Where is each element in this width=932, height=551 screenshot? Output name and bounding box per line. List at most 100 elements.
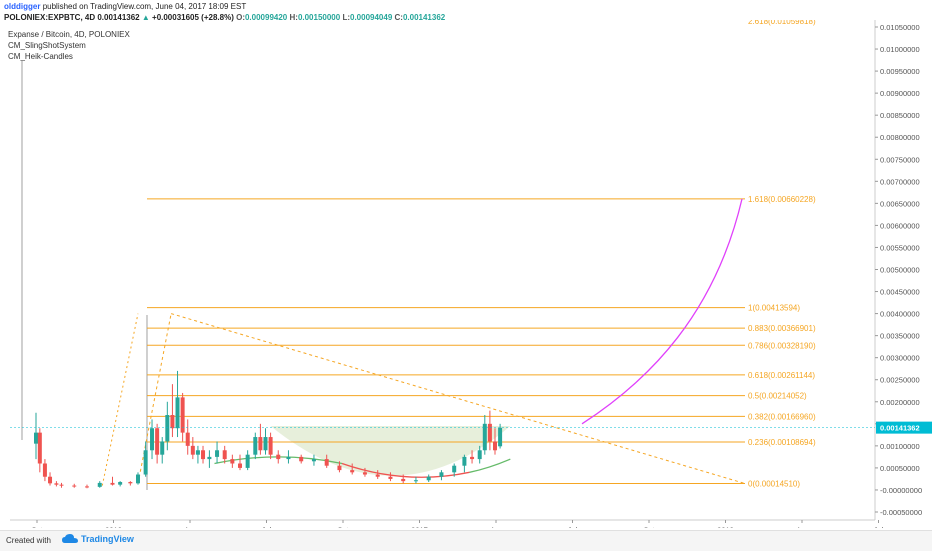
ohlc-line: POLONIEX:EXPBTC, 4D 0.00141362 ▲ +0.0003… (4, 13, 445, 22)
symbol-label: POLONIEX:EXPBTC, 4D (4, 13, 96, 22)
high-value: 0.00150000 (297, 13, 341, 22)
footer: Created with TradingView (0, 530, 932, 551)
candle-body-20 (180, 397, 185, 433)
indicator-slingshot[interactable]: CM_SlingShotSystem (8, 41, 86, 50)
fib-label-top: 2.618(0.01059818) (748, 20, 816, 26)
x-tick-label-3: Jul (262, 526, 272, 528)
candle-body-42 (362, 472, 367, 475)
candle-body-1 (37, 432, 42, 464)
x-tick-label-7: Jul (568, 526, 578, 528)
candle-body-25 (207, 456, 212, 460)
candle-body-51 (470, 456, 475, 460)
y-tick-label-8: 0.00650000 (880, 199, 920, 208)
price-chart[interactable]: 1.618(0.00660228) 1(0.00413594) 0.883(0.00… (0, 20, 932, 528)
candle-body-12 (136, 474, 140, 484)
x-tick-label-9: 2018 (717, 526, 734, 528)
current-price-label: 0.00141362 (880, 424, 920, 433)
x-tick-label-6: Apr (490, 526, 502, 528)
candle-body-55 (493, 441, 497, 451)
candle-body-29 (238, 463, 242, 468)
fib-label-6: 0.382(0.00166960) (748, 412, 816, 421)
candle-body-22 (190, 445, 195, 455)
candle-body-24 (201, 450, 206, 460)
candle-body-28 (230, 459, 235, 464)
candle-body-39 (324, 459, 329, 466)
price-change: +0.00031605 (+28.8%) (152, 13, 234, 22)
fib-label-7: 0.236(0.00108694) (748, 438, 816, 447)
candle-body-13 (143, 450, 148, 475)
y-tick-label-22: -0.00050000 (880, 508, 922, 517)
close-label: C: (394, 13, 403, 22)
y-tick-label-13: 0.00400000 (880, 310, 920, 319)
high-label: H: (289, 13, 298, 22)
y-tick-label-6: 0.00750000 (880, 155, 920, 164)
indicator-symbol[interactable]: Expanse / Bitcoin, 4D, POLONIEX (8, 30, 130, 39)
candle-body-5 (59, 484, 64, 486)
cloud-icon (62, 534, 78, 543)
impulse-line (101, 313, 139, 486)
candle-body-2 (42, 463, 47, 477)
y-tick-label-5: 0.00800000 (880, 133, 920, 142)
candle-body-32 (258, 437, 263, 451)
chart-header: olddigger published on TradingView.com, … (0, 0, 932, 24)
candle-body-52 (477, 450, 482, 460)
y-tick-label-4: 0.00850000 (880, 111, 920, 120)
fib-trend-line (137, 313, 172, 484)
x-tick-label-0: Oct (31, 526, 44, 528)
current-price-tag (876, 421, 932, 434)
candle-body-35 (276, 454, 281, 460)
brand-name: TradingView (81, 534, 134, 544)
candle-body-11 (128, 482, 133, 484)
y-tick-label-15: 0.00300000 (880, 354, 920, 363)
low-label: L: (342, 13, 350, 22)
x-tick-label-10: Apr (796, 526, 808, 528)
y-tick-label-9: 0.00600000 (880, 221, 920, 230)
fib-label-4: 0.618(0.00261144) (748, 371, 815, 380)
candle-body-43 (375, 474, 380, 477)
candle-body-50 (462, 456, 467, 466)
y-tick-label-2: 0.00950000 (880, 67, 920, 76)
slingshot-ema-slow (341, 462, 470, 478)
publish-info: published on TradingView.com, June 04, 2… (42, 2, 247, 11)
candle-body-27 (222, 450, 227, 460)
up-arrow-icon: ▲ (141, 13, 150, 22)
candle-body-56 (498, 427, 503, 447)
x-tick-label-2: Apr (184, 526, 196, 528)
open-value: 0.00099420 (244, 13, 288, 22)
candle-body-49 (452, 465, 457, 473)
candle-body-40 (337, 465, 342, 471)
candle-body-34 (268, 437, 273, 455)
y-tick-label-10: 0.00550000 (880, 243, 920, 252)
candle-body-4 (54, 483, 59, 485)
author-link[interactable]: olddigger (4, 2, 41, 11)
x-tick-label-11: Jul (874, 526, 884, 528)
created-with-label: Created with (6, 536, 51, 545)
candle-body-23 (195, 450, 200, 455)
publish-line: olddigger published on TradingView.com, … (4, 2, 246, 11)
fib-label-5: 0.5(0.00214052) (748, 392, 807, 401)
price-axis-bg (875, 20, 932, 528)
fib-label-0: 1.618(0.00660228) (748, 195, 816, 204)
candle-body-46 (413, 480, 418, 482)
fib-label-2: 0.883(0.00366901) (748, 324, 816, 333)
candle-body-7 (85, 486, 89, 488)
y-tick-label-14: 0.00350000 (880, 332, 920, 341)
candle-body-14 (150, 428, 155, 451)
candle-body-26 (215, 450, 220, 457)
x-tick-label-4: Oct (337, 526, 350, 528)
candle-body-3 (48, 476, 53, 484)
tradingview-logo[interactable]: TradingView (62, 534, 134, 544)
y-tick-label-7: 0.00700000 (880, 177, 920, 186)
candle-body-21 (185, 432, 190, 446)
x-tick-label-8: Oct (643, 526, 656, 528)
indicator-heik-candles[interactable]: CM_Heik-Candles (8, 52, 73, 61)
candle-body-47 (426, 476, 431, 481)
projection-curve (581, 198, 743, 425)
y-tick-label-17: 0.00200000 (880, 398, 920, 407)
candle-body-18 (170, 415, 175, 429)
open-label: O: (236, 13, 245, 22)
x-tick-label-1: 2016 (105, 526, 122, 528)
candle-body-8 (97, 482, 102, 487)
candle-body-30 (245, 454, 250, 468)
candle-body-31 (253, 437, 258, 455)
